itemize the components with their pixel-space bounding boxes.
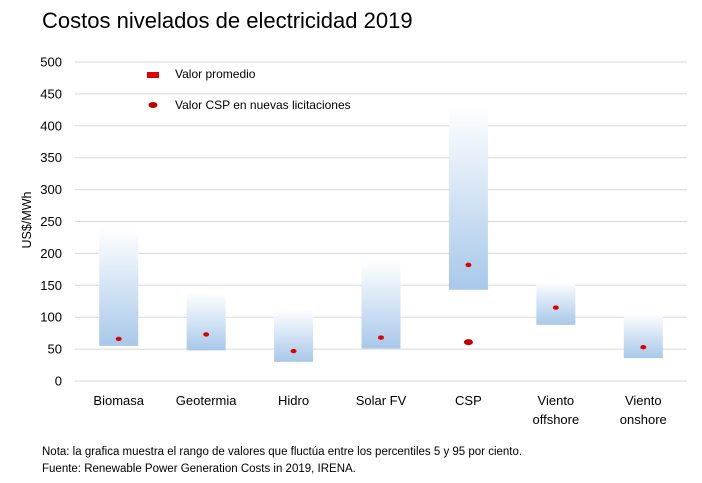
legend-swatch-csp-tender [148,102,158,108]
y-tick-label: 400 [40,118,62,133]
category-label: Solar FV [356,393,407,408]
average-marker [552,305,559,310]
category-label: CSP [455,393,482,408]
legend-label-average: Valor promedio [175,67,256,81]
legend: Valor promedio Valor CSP en nuevas licita… [147,67,351,112]
value-markers [115,262,647,354]
y-tick-label: 0 [55,374,62,389]
y-tick-label: 50 [48,342,62,357]
range-band [448,105,488,290]
range-band [186,292,226,351]
category-label: Geotermia [176,393,237,408]
y-tick-label: 150 [40,278,62,293]
range-band [623,313,663,359]
source-text: Fuente: Renewable Power Generation Costs… [42,463,356,475]
average-marker [203,332,210,337]
range-band [99,227,139,346]
category-label: Biomasa [93,393,144,408]
average-marker [290,348,297,354]
category-label: Viento offshore [532,393,579,427]
y-tick-labels: 0 50 100 150 200 250 300 350 400 450 500 [40,55,62,389]
average-marker [640,344,647,350]
average-marker [115,336,122,342]
category-label: Hidro [278,393,309,408]
average-marker [465,262,472,268]
footnotes: Nota: la grafica muestra el rango de val… [42,444,522,478]
category-label: Viento onshore [620,393,667,427]
y-tick-label: 350 [40,150,62,165]
csp-tender-marker [463,339,473,346]
legend-label-csp-tender: Valor CSP en nuevas licitaciones [175,98,351,112]
y-tick-label: 500 [40,55,62,70]
y-tick-label: 250 [40,214,62,229]
average-marker [378,335,384,340]
chart: 0 50 100 150 200 250 300 350 400 450 500 Biomasa Ge… [20,55,687,427]
note-text: Nota: la grafica muestra el rango de val… [42,446,523,458]
y-tick-label: 100 [40,310,62,325]
range-band [536,280,576,325]
chart-title: Costos nivelados de electricidad 2019 [42,8,413,33]
range-band [274,309,314,362]
range-bands [99,105,663,362]
range-band [361,260,401,349]
category-labels: Biomasa Geotermia Hidro Solar FV CSP Viento of… [93,393,666,427]
y-tick-label: 300 [40,182,62,197]
y-tick-label: 450 [40,86,62,101]
y-axis-label: US$/MWh [20,191,34,248]
y-tick-label: 200 [40,246,62,261]
legend-swatch-average [147,72,159,78]
